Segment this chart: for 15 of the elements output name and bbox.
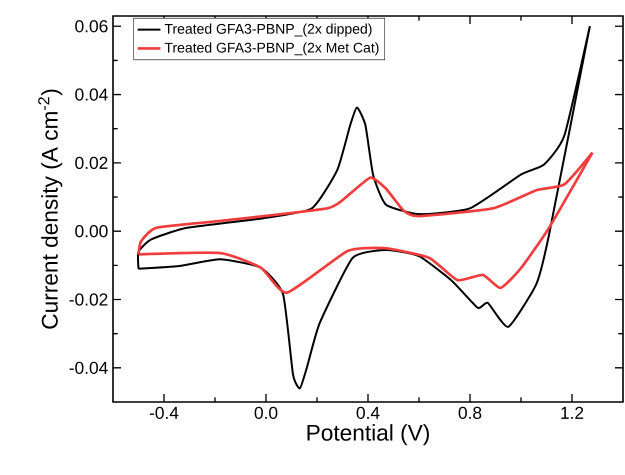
x-tick-label: 0.4 (356, 406, 380, 419)
x-tick-label: 0.0 (254, 406, 278, 419)
x-tick-label: 0.8 (458, 406, 482, 419)
y-tick-label: -0.04 (70, 362, 108, 374)
y-tick-label: -0.02 (70, 293, 108, 306)
x-tick-label: 1.2 (561, 406, 584, 419)
y-tick-label: 0.00 (75, 225, 108, 238)
y-axis-title: Current density (A cm$^{-2}$) (38, 90, 62, 329)
legend-label: Treated GFA3-PBNP_(2x Met Cat) (164, 42, 379, 56)
x-axis-title: Potential (V) (308, 424, 429, 446)
y-tick-label: 0.04 (75, 88, 108, 101)
legend-label: Treated GFA3-PBNP_(2x dipped) (164, 24, 372, 37)
y-tick-label: 0.02 (75, 156, 108, 170)
x-tick-label: -0.4 (150, 406, 178, 419)
y-tick-label: 0.06 (75, 20, 108, 32)
